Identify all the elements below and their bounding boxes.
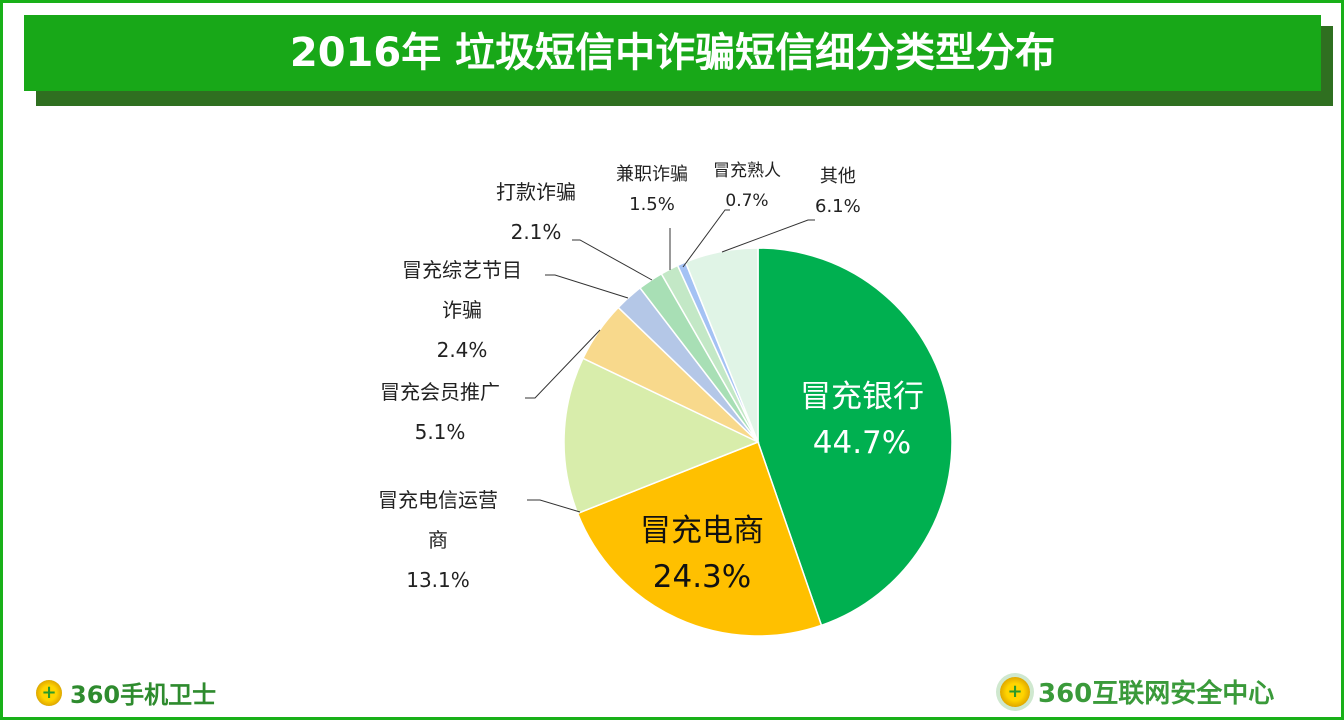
slice-label-other: 其他 6.1% bbox=[815, 162, 861, 222]
value-telecom: 13.1% bbox=[406, 568, 470, 592]
pie-slice-8 bbox=[684, 247, 759, 443]
pie-slice-1 bbox=[576, 441, 823, 637]
slice-label-variety: 冒充综艺节目 诈骗 2.4% bbox=[402, 250, 522, 370]
leader-line-telecom bbox=[527, 499, 581, 513]
logo-360-security-center: + 360互联网安全中心 bbox=[1000, 673, 1274, 710]
leader-line-member bbox=[525, 329, 601, 399]
label-telecom-line1: 冒充电信运营 bbox=[378, 488, 498, 512]
leader-line-acquaintance bbox=[682, 209, 730, 268]
label-telecom-line2: 商 bbox=[428, 528, 448, 552]
logo-text-left: 360手机卫士 bbox=[70, 681, 217, 709]
logo-360-mobile-guard: + 360手机卫士 bbox=[36, 675, 216, 710]
slice-label-telecom: 冒充电信运营 商 13.1% bbox=[378, 480, 498, 600]
leader-line-transfer bbox=[572, 239, 653, 281]
logo-text-right: 360互联网安全中心 bbox=[1038, 679, 1275, 709]
slice-label-transfer: 打款诈骗 2.1% bbox=[496, 172, 576, 252]
label-acquaintance: 冒充熟人 bbox=[713, 161, 781, 181]
slice-label-member: 冒充会员推广 5.1% bbox=[380, 372, 500, 452]
shield-plus-icon: + bbox=[36, 679, 62, 706]
value-acquaintance: 0.7% bbox=[725, 191, 769, 211]
value-member: 5.1% bbox=[414, 420, 466, 444]
slice-label-bank: 冒充银行 44.7% bbox=[800, 374, 924, 466]
slice-label-ecommerce: 冒充电商 24.3% bbox=[640, 508, 764, 600]
value-parttime: 1.5% bbox=[629, 194, 675, 215]
slice-label-parttime: 兼职诈骗 1.5% bbox=[616, 160, 688, 220]
slice-label-acquaintance: 冒充熟人 0.7% bbox=[713, 156, 781, 216]
label-ecommerce: 冒充电商 bbox=[640, 513, 764, 549]
pie-slice-2 bbox=[563, 357, 760, 515]
value-transfer: 2.1% bbox=[510, 220, 562, 244]
chart-title: 2016年 垃圾短信中诈骗短信细分类型分布 bbox=[24, 15, 1321, 91]
pie-slice-0 bbox=[757, 247, 953, 627]
leader-line-other bbox=[721, 219, 815, 253]
label-variety-line1: 冒充综艺节目 bbox=[402, 258, 522, 282]
value-ecommerce: 24.3% bbox=[652, 559, 752, 595]
value-variety: 2.4% bbox=[436, 338, 488, 362]
value-bank: 44.7% bbox=[812, 425, 912, 461]
label-member: 冒充会员推广 bbox=[380, 380, 500, 404]
label-other: 其他 bbox=[819, 166, 856, 187]
label-variety-line2: 诈骗 bbox=[442, 298, 482, 322]
leader-line-variety bbox=[545, 274, 629, 299]
label-parttime: 兼职诈骗 bbox=[616, 164, 688, 185]
label-transfer: 打款诈骗 bbox=[496, 180, 576, 204]
value-other: 6.1% bbox=[815, 196, 861, 217]
laurel-shield-icon: + bbox=[1000, 676, 1030, 707]
label-bank: 冒充银行 bbox=[800, 379, 924, 415]
